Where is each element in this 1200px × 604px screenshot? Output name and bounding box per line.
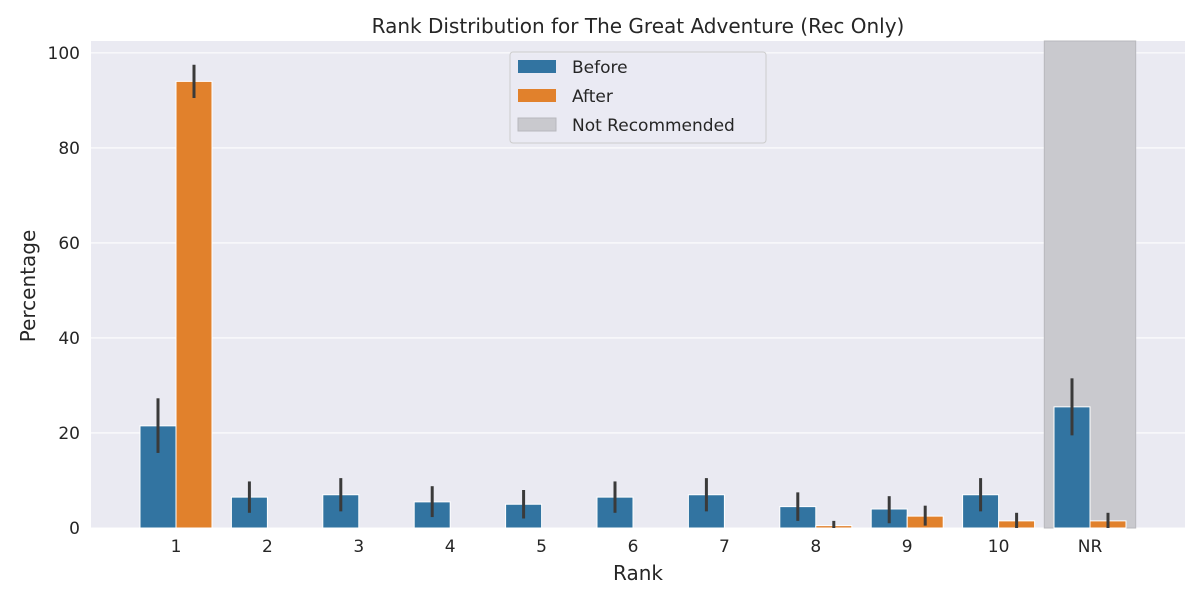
x-tick-label-2: 2	[262, 537, 273, 557]
x-tick-label-5: 5	[536, 537, 547, 557]
x-tick-label-10: 10	[988, 537, 1010, 557]
legend-label-after: After	[572, 87, 613, 107]
error-bars-layer	[156, 64, 1110, 528]
legend-label-before: Before	[572, 58, 628, 78]
chart-title: Rank Distribution for The Great Adventur…	[372, 14, 905, 38]
y-tick-label-0: 0	[69, 519, 80, 539]
y-tick-label-40: 40	[58, 329, 80, 349]
legend: Before After Not Recommended	[509, 51, 767, 144]
legend-swatch-after	[518, 89, 556, 102]
x-tick-label-1: 1	[171, 537, 182, 557]
x-tick-label-8: 8	[810, 537, 821, 557]
x-tick-label-nr: NR	[1078, 537, 1103, 557]
x-tick-label-7: 7	[719, 537, 730, 557]
bars-layer	[139, 80, 1127, 529]
x-tick-label-9: 9	[902, 537, 913, 557]
y-tick-label-20: 20	[58, 424, 80, 444]
x-axis-label: Rank	[613, 561, 663, 585]
y-tick-labels: 0 20 40 60 80 100	[48, 44, 80, 539]
bar-after-rank-1	[175, 80, 213, 529]
y-axis-label: Percentage	[16, 230, 40, 343]
legend-label-not-recommended: Not Recommended	[572, 116, 735, 136]
x-tick-label-3: 3	[353, 537, 364, 557]
legend-frame	[509, 51, 767, 144]
y-tick-label-60: 60	[58, 234, 80, 254]
legend-swatch-not-recommended	[517, 117, 557, 132]
x-tick-labels: 1 2 3 4 5 6 7 8 9 10 NR	[171, 537, 1103, 557]
y-tick-label-100: 100	[48, 44, 80, 64]
x-tick-label-4: 4	[445, 537, 456, 557]
legend-swatch-before	[518, 60, 556, 73]
y-tick-label-80: 80	[58, 139, 80, 159]
x-tick-label-6: 6	[628, 537, 639, 557]
